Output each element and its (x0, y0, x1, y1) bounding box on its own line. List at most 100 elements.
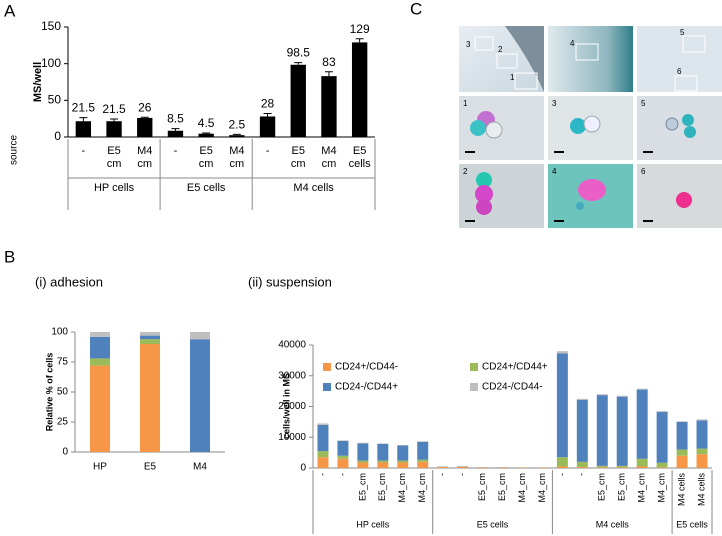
inset-label: 1 (463, 99, 468, 108)
bar-segment (556, 466, 568, 468)
y-tick-label: 100 (41, 56, 61, 70)
error-bar (140, 116, 149, 118)
error-bar (324, 71, 333, 77)
value-label: 2.5 (229, 118, 246, 132)
chart-title: (ii) suspension (248, 274, 332, 289)
legend-swatch (470, 383, 478, 391)
bar-segment (696, 420, 708, 449)
bar-segment (397, 444, 409, 446)
image-shade (505, 26, 544, 92)
value-label: 83 (322, 55, 336, 69)
y-tick-label: 0 (300, 463, 306, 474)
bar (75, 121, 92, 137)
bar-segment (636, 458, 648, 467)
chart-title: (i) adhesion (35, 274, 103, 289)
bar-segment (140, 332, 160, 336)
inset-label: 4 (552, 167, 557, 176)
bar-segment (596, 467, 608, 468)
bar-segment (337, 455, 349, 459)
inset-box (682, 35, 706, 53)
micrographs (459, 26, 722, 228)
group-label: M4 cells (596, 519, 630, 529)
bar-segment (377, 460, 389, 463)
bar-segment (556, 457, 568, 467)
x-tick-label: - (265, 145, 270, 157)
inset-label: 2 (463, 167, 468, 176)
bar-segment (676, 421, 688, 422)
x-tick-label: HP (93, 462, 107, 473)
group-label: E5 cells (187, 182, 226, 194)
error-bar (355, 38, 364, 43)
bar-segment (90, 332, 110, 337)
inset-label: 4 (570, 39, 575, 48)
bar-segment (90, 336, 110, 359)
x-tick-label: M4_cm (657, 473, 667, 503)
inset-box (474, 36, 494, 51)
inset-box (674, 75, 698, 92)
bar (259, 116, 276, 137)
x-tick-label: - (173, 145, 178, 157)
bar-segment (317, 424, 329, 452)
inset-label: 5 (680, 28, 685, 37)
image (548, 26, 633, 92)
x-tick-label: - (577, 473, 587, 476)
error-bar (232, 133, 241, 136)
y-tick-label: 150 (41, 19, 61, 33)
inset-box (514, 72, 538, 90)
value-label: 98.5 (287, 46, 311, 60)
group-label: E5 cells (676, 519, 708, 529)
bar-segment (596, 395, 608, 466)
error-bar (263, 113, 272, 117)
bar-segment (317, 423, 329, 425)
bar-segment (437, 467, 449, 468)
legend-label: CD24-/CD44- (482, 382, 543, 393)
bar-segment (337, 458, 349, 468)
x-tick-label: E5 cells (348, 145, 371, 170)
bar-segment (90, 358, 110, 366)
legend-swatch (323, 383, 331, 391)
x-axis-label: source (9, 135, 20, 165)
bar-segment (357, 460, 369, 463)
error-bar (202, 132, 211, 134)
x-tick-label: E5_cm (477, 473, 487, 501)
bar-segment (616, 465, 628, 468)
bar (321, 76, 337, 137)
bar-segment (140, 344, 160, 452)
legend-label: CD24+/CD44+ (482, 362, 548, 373)
value-label: 28 (261, 97, 275, 111)
x-tick-label: E5_cm (497, 473, 507, 501)
bar-segment (636, 466, 648, 468)
x-tick-label: - (437, 473, 447, 476)
bar-segment (357, 442, 369, 444)
inset-box (496, 53, 518, 69)
bar-segment (596, 394, 608, 396)
y-tick-label: 40000 (278, 340, 306, 351)
bar-segment (190, 332, 210, 340)
x-tick-label: M4_cm (517, 473, 527, 503)
bar-segment (377, 444, 389, 461)
y-tick-label: 100 (51, 327, 68, 338)
bar (137, 117, 153, 137)
bar (290, 64, 306, 137)
value-label: 26 (138, 100, 152, 114)
x-tick-label: M4_cm (397, 473, 407, 503)
bar (229, 135, 245, 137)
x-tick-label: E5_cm (377, 473, 387, 501)
bar-segment (140, 335, 160, 340)
bar-segment (417, 459, 429, 462)
y-tick-label: 50 (57, 387, 69, 398)
x-tick-label: E5 cm (106, 145, 122, 170)
y-tick-label: 0 (54, 129, 61, 143)
x-tick-label: M4 (193, 462, 207, 473)
panel-label: A (4, 1, 16, 20)
bar-segment (140, 339, 160, 344)
bar-segment (337, 440, 349, 456)
bar-segment (636, 388, 648, 390)
bar-segment (656, 412, 668, 463)
bar-segment (576, 467, 588, 468)
bar-segment (377, 443, 389, 445)
x-tick-label: E5_cm (357, 473, 367, 501)
inset-label: 3 (466, 40, 471, 49)
error-bar (171, 128, 180, 131)
